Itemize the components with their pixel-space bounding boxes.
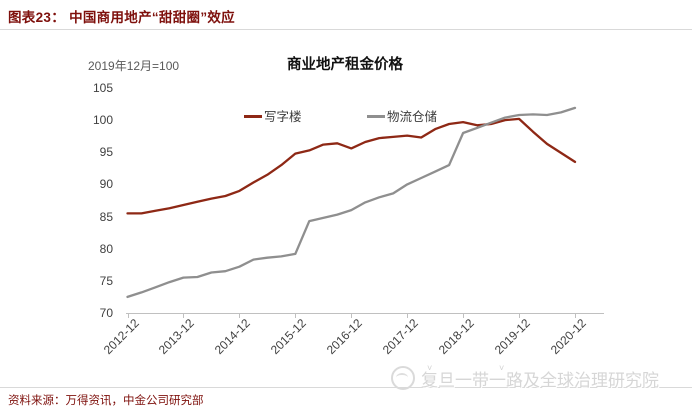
x-axis-tick-label: 2012-12 — [100, 316, 142, 358]
y-axis-tick-label: 90 — [99, 177, 113, 192]
chart-title: 商业地产租金价格 — [287, 57, 403, 73]
office-rent-line — [126, 117, 577, 215]
x-axis-tick — [183, 314, 185, 318]
x-axis-tick — [351, 314, 353, 318]
legend-label-office: 写字楼 — [264, 110, 302, 124]
x-axis-tick-label: 2013-12 — [156, 316, 198, 358]
y-axis-tick-label: 75 — [99, 273, 113, 288]
x-axis-tick — [519, 314, 521, 318]
index-base-note: 2019年12月=100 — [88, 59, 180, 73]
legend-label-logistics: 物流仓储 — [387, 110, 438, 124]
y-axis-tick-label: 80 — [99, 241, 113, 256]
x-axis-tick — [127, 314, 129, 318]
x-axis-tick — [463, 314, 465, 318]
x-axis-tick-label: 2016-12 — [324, 316, 366, 358]
legend-item-office: 写字楼 — [244, 106, 302, 125]
legend-item-logistics: 物流仓储 — [367, 106, 437, 125]
y-axis-tick-label: 85 — [99, 209, 113, 224]
x-axis-tick — [295, 314, 297, 318]
footer-divider — [0, 387, 692, 388]
logistics-rent-line — [126, 106, 577, 299]
y-axis-tick-label: 100 — [92, 113, 113, 128]
watermark-text: 复旦一带一路及全球治理研究院 — [421, 371, 659, 390]
x-axis-tick-label: 2018-12 — [435, 316, 478, 358]
y-axis-tick-label: 105 — [92, 81, 113, 95]
source-note: 资料来源：万得资讯，中金公司研究部 — [8, 395, 204, 407]
x-axis-tick-label: 2020-12 — [547, 316, 589, 358]
y-axis-tick-label: 95 — [99, 145, 113, 160]
x-axis-tick-label: 2015-12 — [268, 316, 310, 358]
x-axis-tick-label: 2014-12 — [212, 316, 254, 358]
header-divider — [0, 29, 692, 30]
seal-logo-icon — [391, 366, 415, 390]
watermark: ˅ ˅ 复旦一带一路及全球治理研究院 — [391, 363, 689, 398]
figure-title: 图表23： 中国商用地产“甜甜圈”效应 — [8, 10, 235, 25]
x-axis-line — [126, 313, 604, 314]
x-axis-tick — [239, 314, 241, 318]
x-axis-tick — [407, 314, 409, 318]
x-axis-tick-label: 2017-12 — [380, 316, 422, 358]
x-axis-tick-label: 2019-12 — [491, 316, 533, 358]
watermark-mark-icon: ˅ — [499, 363, 505, 373]
office-line-swatch — [244, 115, 262, 118]
watermark-mark-icon: ˅ — [427, 363, 433, 373]
logistics-line-swatch — [367, 115, 385, 118]
y-axis-tick-label: 70 — [99, 306, 113, 320]
x-axis-tick — [575, 314, 576, 318]
